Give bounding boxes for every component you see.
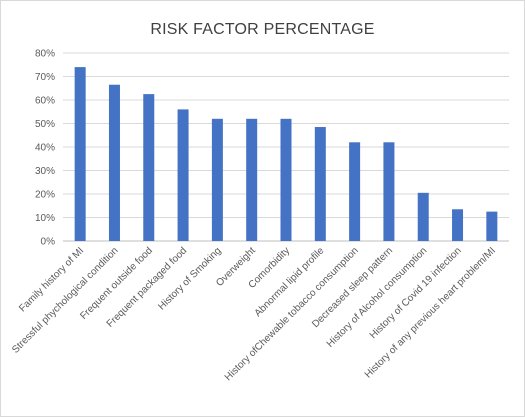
x-category-label: Family history of MI — [17, 245, 86, 314]
bar — [452, 209, 464, 241]
x-category-label: History of any previous heart problem/MI — [363, 245, 498, 380]
y-tick-label: 70% — [35, 72, 55, 83]
y-axis-tick-labels: 0% 10% 20% 30% 40% 50% 60% 70% 80% — [35, 49, 55, 248]
y-tick-label: 10% — [35, 213, 55, 224]
bar — [383, 142, 395, 241]
y-tick-label: 80% — [35, 49, 55, 60]
bar — [143, 94, 155, 241]
bar — [486, 211, 498, 241]
chart-title: RISK FACTOR PERCENTAGE — [150, 21, 375, 38]
bar — [108, 84, 120, 241]
bar — [280, 118, 292, 241]
y-tick-label: 30% — [35, 166, 55, 177]
x-category-label: History of Smoking — [156, 245, 223, 312]
bar — [417, 192, 429, 241]
y-tick-label: 20% — [35, 190, 55, 201]
y-tick-label: 50% — [35, 119, 55, 130]
bar — [211, 118, 223, 241]
y-tick-label: 60% — [35, 96, 55, 107]
y-tick-label: 40% — [35, 143, 55, 154]
bar — [177, 109, 189, 242]
bar — [246, 118, 258, 241]
y-tick-label: 0% — [41, 237, 56, 248]
bar — [349, 142, 361, 241]
bars — [74, 67, 498, 242]
bar — [314, 127, 326, 241]
bar — [74, 67, 86, 241]
